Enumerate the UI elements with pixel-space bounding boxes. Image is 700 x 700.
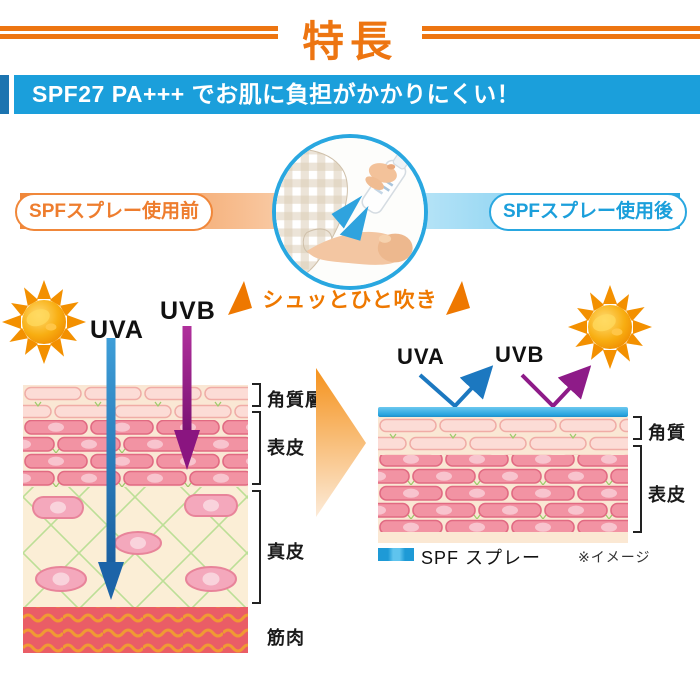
stratum-corneum-layer — [23, 385, 248, 420]
label-stratum-corneum-after: 角質 — [648, 423, 686, 443]
bracket-epidermis-after — [633, 445, 642, 533]
uva-label-before: UVA — [90, 316, 144, 344]
bracket-stratum-corneum-after — [633, 416, 642, 440]
epidermis-layer — [23, 420, 248, 487]
spf-spray-legend-label: SPF スプレー — [421, 548, 542, 568]
before-label-pill: SPFスプレー使用前 — [15, 193, 213, 231]
reflected-uv-arrows — [418, 365, 592, 409]
sun-icon — [2, 280, 86, 364]
header-rule-left-bottom — [0, 34, 278, 39]
uvb-label-after: UVB — [495, 342, 545, 367]
header-rule-left-top — [0, 26, 278, 31]
spray-caption: シュッとひと吹き — [262, 289, 438, 312]
caption-left-triangle-icon — [228, 281, 252, 315]
dermis-layer — [23, 487, 248, 607]
epidermis-layer-after — [378, 455, 628, 532]
bracket-epidermis-before — [252, 411, 261, 485]
uva-label-after: UVA — [397, 344, 445, 369]
stratum-corneum-layer-after — [378, 417, 628, 455]
spray-photo-circle — [272, 134, 428, 290]
uvb-label-before: UVB — [160, 297, 216, 325]
skin-layers-after — [378, 417, 628, 543]
label-epidermis-before: 表皮 — [267, 438, 305, 458]
headline-accent-bar — [0, 75, 9, 114]
spray-photo-illustration — [276, 138, 424, 286]
holding-hand — [365, 163, 397, 191]
label-epidermis-after: 表皮 — [648, 485, 686, 505]
uva-reflect-arrow — [418, 365, 494, 409]
after-label-pill: SPFスプレー使用後 — [489, 193, 687, 231]
bracket-dermis — [252, 490, 261, 604]
uva-arrow — [98, 338, 124, 600]
bracket-stratum-corneum — [252, 383, 261, 407]
headline-banner: SPF27 PA+++ でお肌に負担がかかりにくい！ — [14, 75, 700, 114]
uvb-arrow — [174, 326, 200, 470]
page-title: 特長 — [301, 18, 398, 65]
sun-icon-after — [568, 285, 652, 369]
header-rule-right-top — [422, 26, 700, 31]
label-dermis: 真皮 — [267, 542, 305, 562]
label-stratum-corneum: 角質層 — [267, 390, 324, 410]
muscle-layer — [23, 607, 248, 653]
image-disclaimer-note: ※イメージ — [578, 549, 651, 565]
spf-spray-swatch — [378, 548, 414, 561]
skin-layers-before — [23, 385, 248, 653]
header-rule-right-bottom — [422, 34, 700, 39]
uvb-reflect-arrow — [520, 365, 592, 409]
label-muscle: 筋肉 — [267, 628, 305, 648]
caption-right-triangle-icon — [446, 281, 470, 315]
spf-film-layer — [378, 407, 628, 417]
sprayed-arm — [306, 231, 413, 265]
transition-arrow-icon — [316, 368, 366, 517]
spray-mist — [331, 195, 369, 241]
